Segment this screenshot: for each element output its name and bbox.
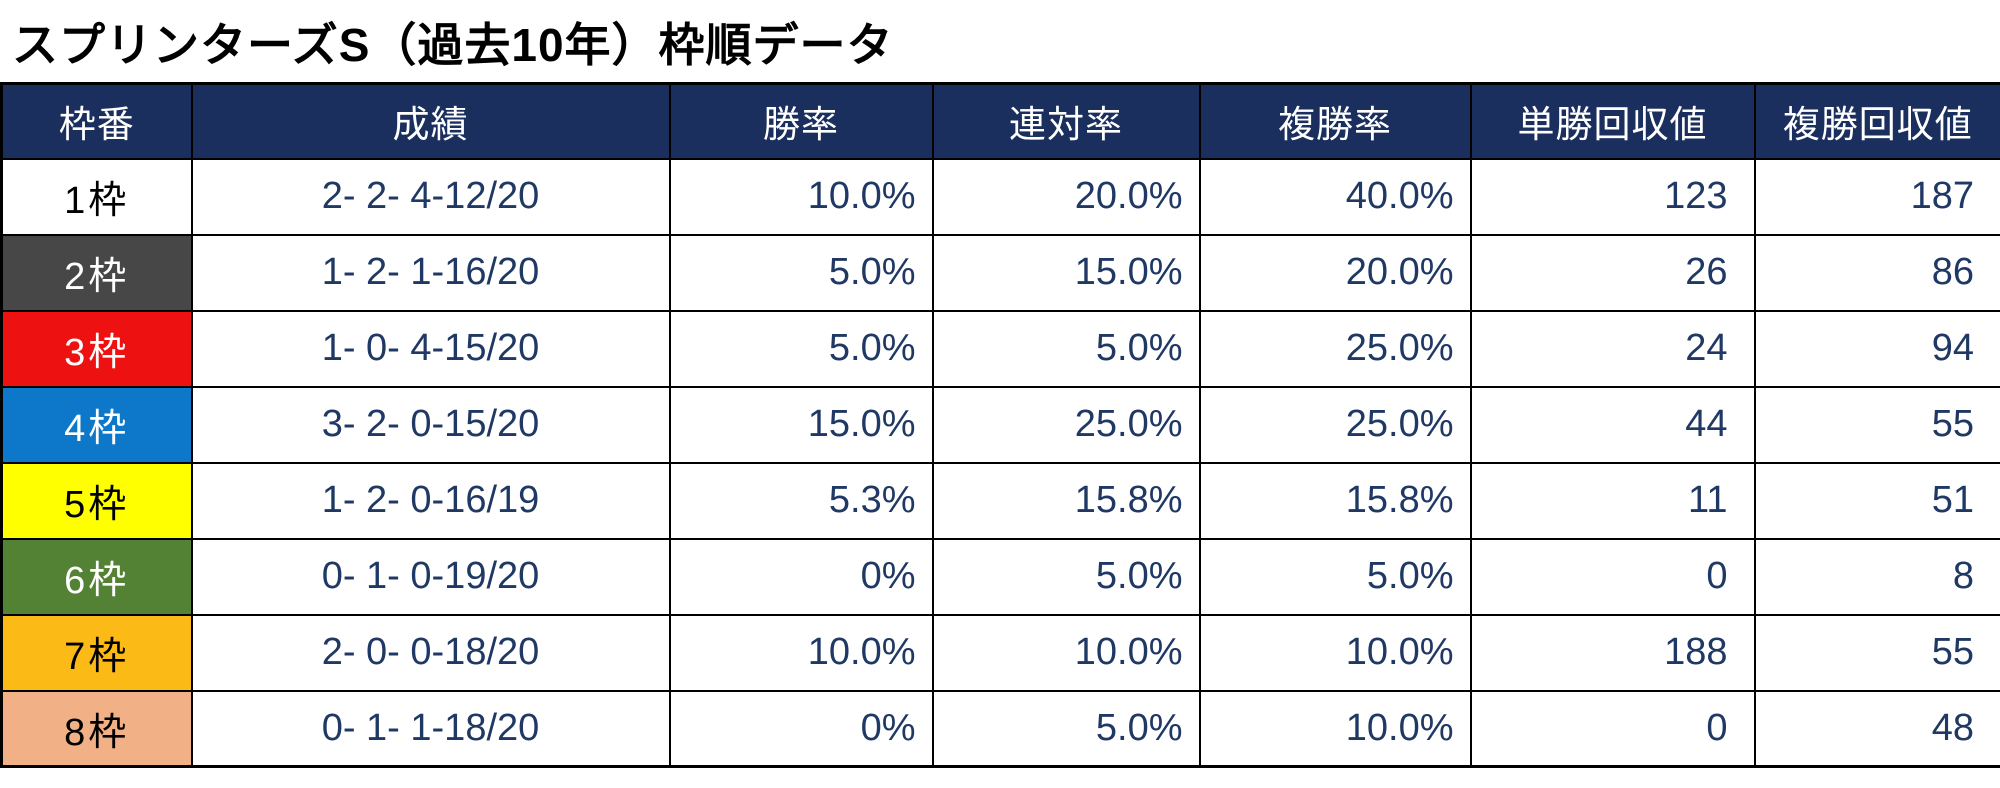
win-payout-cell: 0: [1469, 689, 1756, 768]
win-payout-cell: 26: [1469, 233, 1756, 312]
header-show-payout: 複勝回収値: [1753, 82, 2000, 160]
frame-stats-table: 枠番 成績 勝率 連対率 複勝率 単勝回収値 複勝回収値 1枠 2- 2- 4-1…: [0, 82, 2000, 768]
win-rate-cell: 15.0%: [668, 385, 934, 464]
show-rate-cell: 10.0%: [1198, 613, 1472, 692]
frame-cell: 3枠: [0, 309, 193, 388]
page-title: スプリンターズS（過去10年）枠順データ: [12, 19, 894, 71]
table-row: 8枠 0- 1- 1-18/20 0% 5.0% 10.0% 0 48: [0, 689, 2000, 768]
win-payout-cell: 123: [1469, 157, 1756, 236]
table-row: 6枠 0- 1- 0-19/20 0% 5.0% 5.0% 0 8: [0, 537, 2000, 616]
header-win-payout: 単勝回収値: [1469, 82, 1756, 160]
record-cell: 0- 1- 1-18/20: [190, 689, 671, 768]
show-payout-cell: 55: [1753, 385, 2000, 464]
show-payout-cell: 86: [1753, 233, 2000, 312]
quinella-rate-cell: 20.0%: [931, 157, 1201, 236]
table-row: 3枠 1- 0- 4-15/20 5.0% 5.0% 25.0% 24 94: [0, 309, 2000, 388]
show-payout-cell: 48: [1753, 689, 2000, 768]
header-row: 枠番 成績 勝率 連対率 複勝率 単勝回収値 複勝回収値: [0, 82, 2000, 160]
record-cell: 3- 2- 0-15/20: [190, 385, 671, 464]
frame-cell: 6枠: [0, 537, 193, 616]
frame-cell: 8枠: [0, 689, 193, 768]
win-rate-cell: 10.0%: [668, 157, 934, 236]
record-cell: 2- 2- 4-12/20: [190, 157, 671, 236]
show-payout-cell: 94: [1753, 309, 2000, 388]
show-rate-cell: 5.0%: [1198, 537, 1472, 616]
table-header: 枠番 成績 勝率 連対率 複勝率 単勝回収値 複勝回収値: [0, 82, 2000, 160]
header-show-rate: 複勝率: [1198, 82, 1472, 160]
win-rate-cell: 5.0%: [668, 309, 934, 388]
show-rate-cell: 20.0%: [1198, 233, 1472, 312]
header-frame: 枠番: [0, 82, 193, 160]
win-payout-cell: 44: [1469, 385, 1756, 464]
quinella-rate-cell: 5.0%: [931, 309, 1201, 388]
frame-cell: 5枠: [0, 461, 193, 540]
table-body: 1枠 2- 2- 4-12/20 10.0% 20.0% 40.0% 123 187 2枠 1-…: [0, 157, 2000, 768]
record-cell: 2- 0- 0-18/20: [190, 613, 671, 692]
quinella-rate-cell: 15.8%: [931, 461, 1201, 540]
quinella-rate-cell: 5.0%: [931, 537, 1201, 616]
quinella-rate-cell: 10.0%: [931, 613, 1201, 692]
show-rate-cell: 10.0%: [1198, 689, 1472, 768]
quinella-rate-cell: 5.0%: [931, 689, 1201, 768]
table-row: 2枠 1- 2- 1-16/20 5.0% 15.0% 20.0% 26 86: [0, 233, 2000, 312]
win-rate-cell: 5.0%: [668, 233, 934, 312]
show-payout-cell: 187: [1753, 157, 2000, 236]
frame-cell: 1枠: [0, 157, 193, 236]
show-payout-cell: 51: [1753, 461, 2000, 540]
record-cell: 0- 1- 0-19/20: [190, 537, 671, 616]
frame-cell: 4枠: [0, 385, 193, 464]
header-record: 成績: [190, 82, 671, 160]
win-payout-cell: 24: [1469, 309, 1756, 388]
table-row: 4枠 3- 2- 0-15/20 15.0% 25.0% 25.0% 44 55: [0, 385, 2000, 464]
header-quinella-rate: 連対率: [931, 82, 1201, 160]
win-payout-cell: 11: [1469, 461, 1756, 540]
record-cell: 1- 2- 0-16/19: [190, 461, 671, 540]
show-rate-cell: 25.0%: [1198, 309, 1472, 388]
show-rate-cell: 40.0%: [1198, 157, 1472, 236]
frame-cell: 2枠: [0, 233, 193, 312]
quinella-rate-cell: 25.0%: [931, 385, 1201, 464]
record-cell: 1- 0- 4-15/20: [190, 309, 671, 388]
win-rate-cell: 0%: [668, 537, 934, 616]
frame-cell: 7枠: [0, 613, 193, 692]
table-row: 5枠 1- 2- 0-16/19 5.3% 15.8% 15.8% 11 51: [0, 461, 2000, 540]
win-payout-cell: 0: [1469, 537, 1756, 616]
win-payout-cell: 188: [1469, 613, 1756, 692]
show-rate-cell: 25.0%: [1198, 385, 1472, 464]
table-row: 1枠 2- 2- 4-12/20 10.0% 20.0% 40.0% 123 187: [0, 157, 2000, 236]
table-row: 7枠 2- 0- 0-18/20 10.0% 10.0% 10.0% 188 55: [0, 613, 2000, 692]
win-rate-cell: 10.0%: [668, 613, 934, 692]
header-win-rate: 勝率: [668, 82, 934, 160]
win-rate-cell: 5.3%: [668, 461, 934, 540]
record-cell: 1- 2- 1-16/20: [190, 233, 671, 312]
show-rate-cell: 15.8%: [1198, 461, 1472, 540]
win-rate-cell: 0%: [668, 689, 934, 768]
show-payout-cell: 8: [1753, 537, 2000, 616]
show-payout-cell: 55: [1753, 613, 2000, 692]
quinella-rate-cell: 15.0%: [931, 233, 1201, 312]
